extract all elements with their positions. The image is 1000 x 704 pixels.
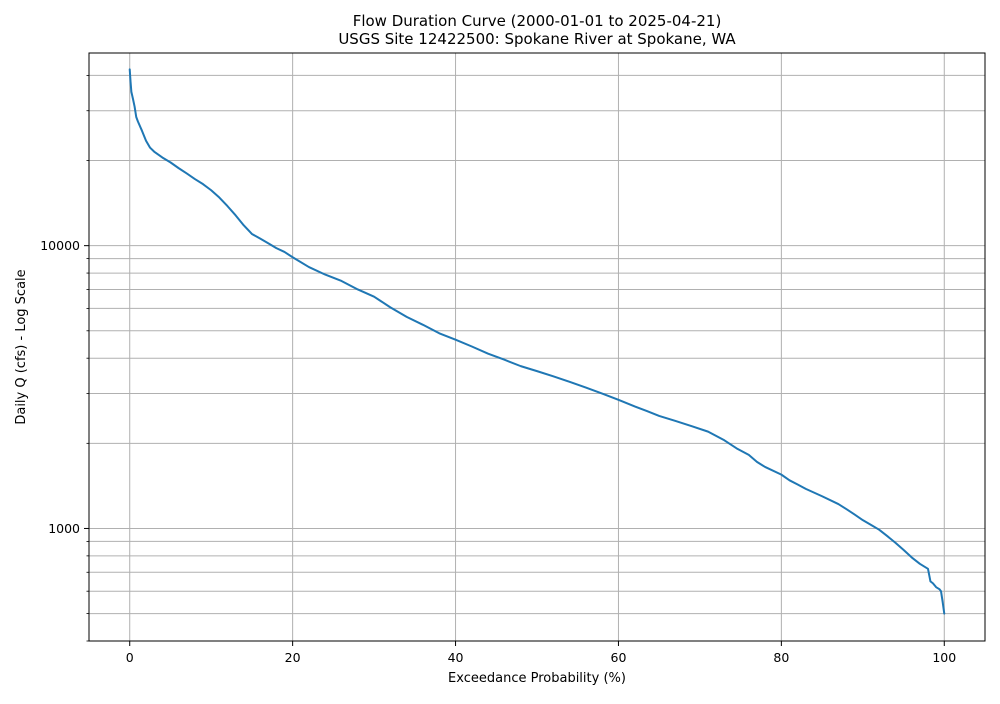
x-tick-label: 60 xyxy=(611,650,627,665)
x-tick-label: 20 xyxy=(285,650,301,665)
flow-duration-line xyxy=(128,68,946,615)
x-axis-label: Exceedance Probability (%) xyxy=(448,671,626,686)
series-layer xyxy=(128,68,946,615)
chart-title: Flow Duration Curve (2000-01-01 to 2025-… xyxy=(353,12,722,30)
y-tick-label: 1000 xyxy=(48,521,80,536)
plot-frame xyxy=(88,52,986,642)
chart-subtitle: USGS Site 12422500: Spokane River at Spo… xyxy=(338,30,736,48)
ticks-layer: 0 20 40 60 80 100 1000 10000 xyxy=(40,74,956,665)
x-tick-label: 40 xyxy=(448,650,464,665)
x-tick-label: 0 xyxy=(126,650,134,665)
y-axis-label: Daily Q (cfs) - Log Scale xyxy=(14,269,29,424)
x-tick-label: 100 xyxy=(932,650,956,665)
x-tick-label: 80 xyxy=(773,650,789,665)
grid-layer xyxy=(89,53,985,642)
y-tick-label: 10000 xyxy=(40,238,80,253)
